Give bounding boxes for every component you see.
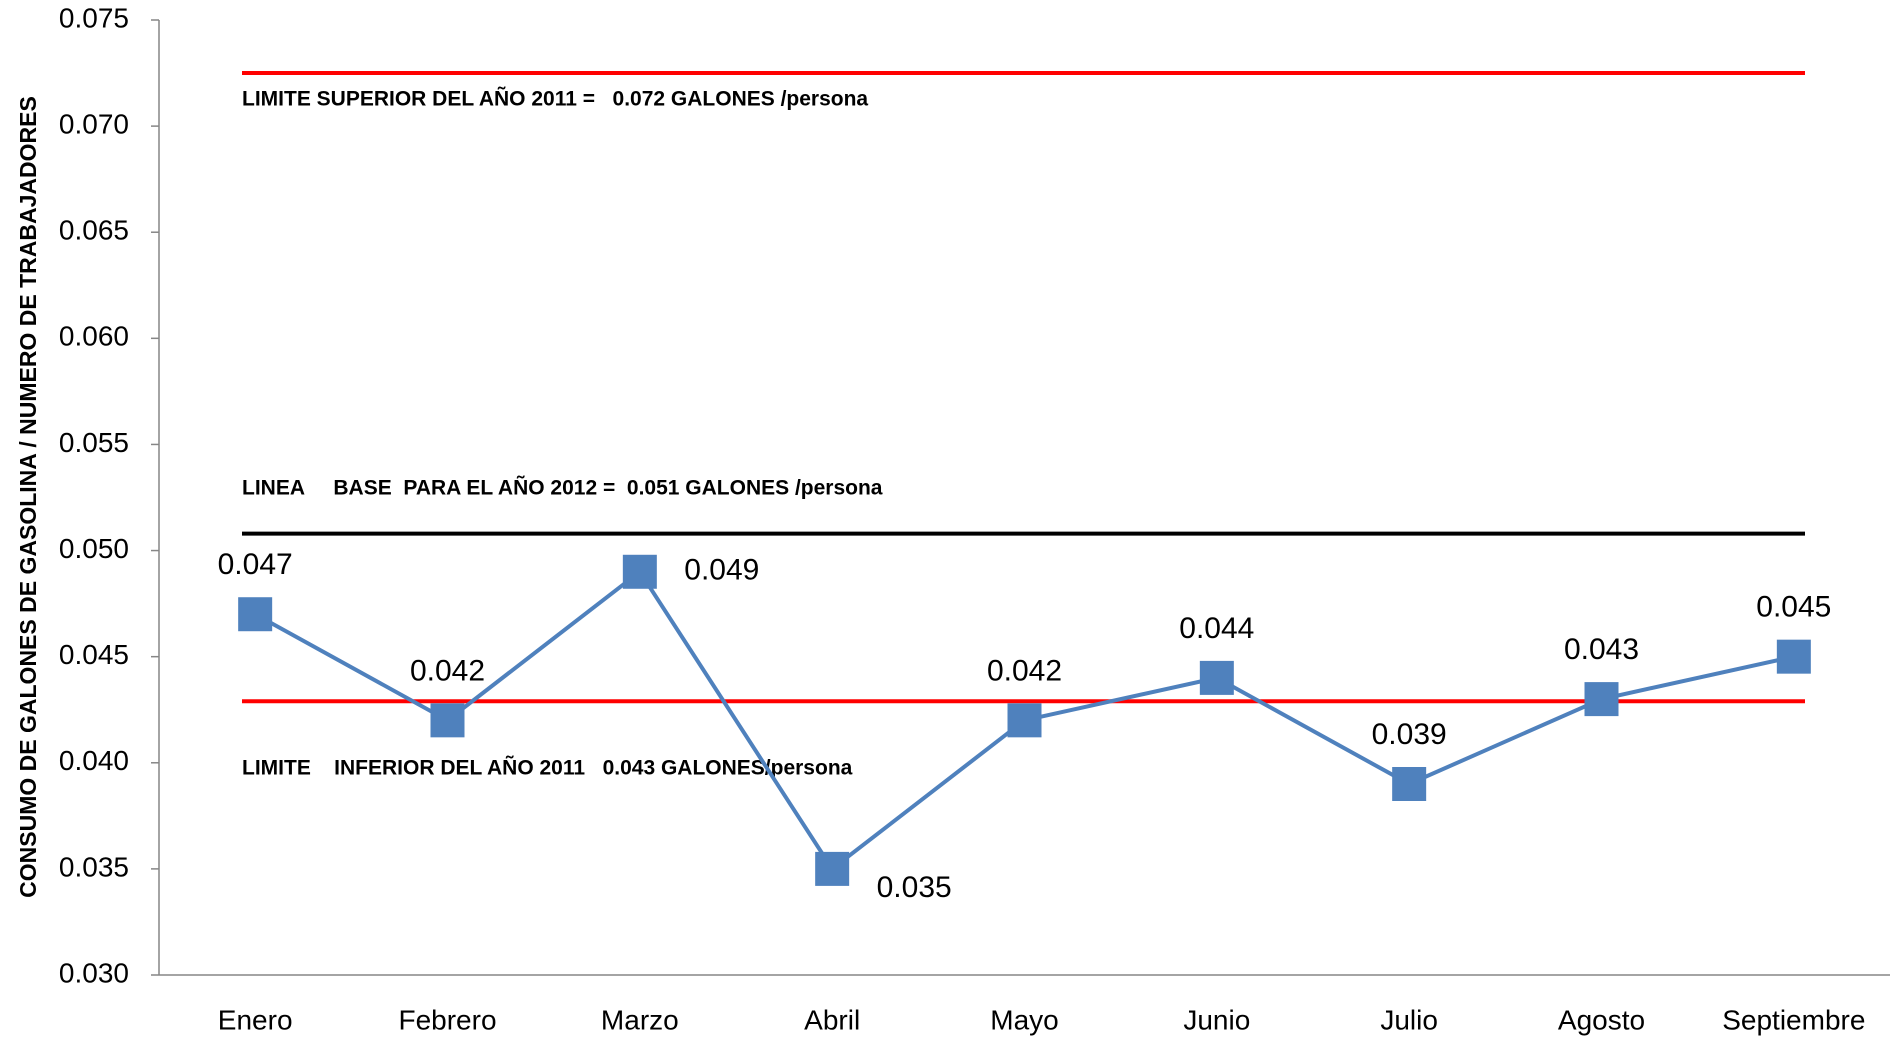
annotation: LIMITE INFERIOR DEL AÑO 2011 0.043 GALON… [242,757,853,780]
x-tick-label: Febrero [398,1004,496,1035]
data-label: 0.035 [877,871,952,904]
marker [1199,660,1234,695]
marker [1584,682,1619,717]
y-axis-title: CONSUMO DE GALONES DE GASOLINA / NUMERO … [15,96,41,898]
y-tick-label: 0.045 [59,639,129,670]
y-tick-label: 0.030 [59,957,129,988]
data-label: 0.045 [1756,591,1831,624]
x-tick-label: Julio [1380,1004,1438,1035]
data-label: 0.039 [1372,718,1447,751]
y-tick-label: 0.060 [59,321,129,352]
marker [238,597,273,632]
x-tick-label: Mayo [990,1004,1058,1035]
y-tick-label: 0.055 [59,427,129,458]
marker [622,554,657,589]
data-label: 0.043 [1564,633,1639,666]
x-tick-label: Enero [218,1004,293,1035]
marker [815,851,850,886]
marker [430,703,465,738]
x-tick-label: Marzo [601,1004,679,1035]
data-label: 0.049 [684,554,759,587]
y-tick-label: 0.040 [59,745,129,776]
marker [1776,639,1811,674]
y-tick-label: 0.050 [59,533,129,564]
y-tick-label: 0.065 [59,215,129,246]
data-label: 0.044 [1179,612,1254,645]
y-tick-label: 0.070 [59,109,129,140]
y-tick-label: 0.035 [59,851,129,882]
data-label: 0.042 [987,654,1062,687]
y-tick-label: 0.075 [59,2,129,33]
annotation: LIMITE SUPERIOR DEL AÑO 2011 = 0.072 GAL… [242,88,868,111]
x-tick-label: Abril [804,1004,860,1035]
annotation: LINEA BASE PARA EL AÑO 2012 = 0.051 GALO… [242,477,883,500]
data-label: 0.047 [218,548,293,581]
marker [1392,767,1427,801]
x-tick-label: Junio [1183,1004,1250,1035]
x-tick-label: Septiembre [1722,1004,1865,1035]
data-label: 0.042 [410,654,485,687]
marker [1007,703,1042,738]
x-tick-label: Agosto [1558,1004,1645,1035]
